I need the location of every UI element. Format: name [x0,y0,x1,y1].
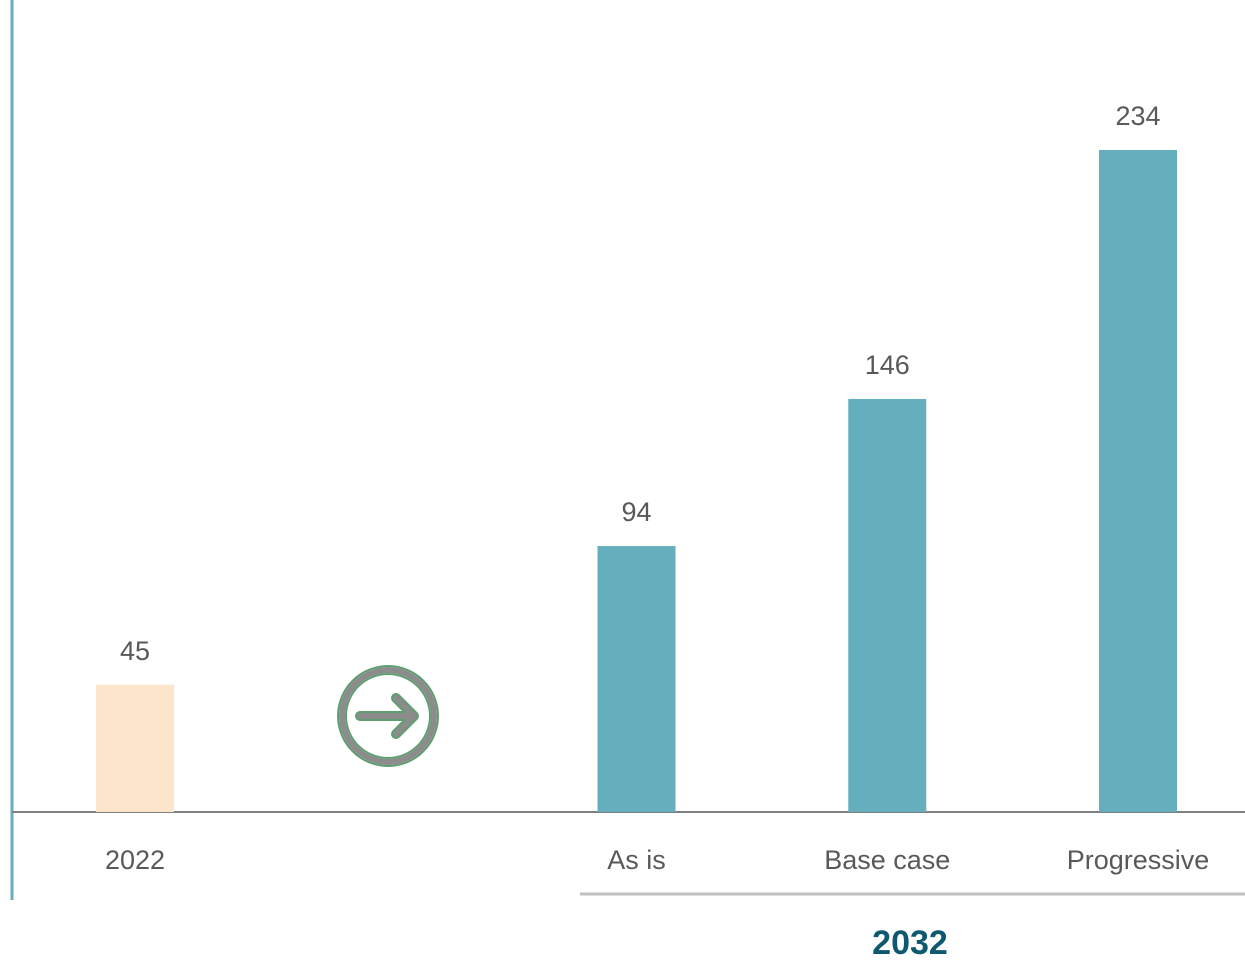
bar [597,546,676,812]
x-tick-label: Progressive [1067,845,1210,875]
value-label: 94 [621,497,651,527]
value-label: 234 [1115,101,1160,131]
bar [848,398,927,812]
arrow-icon [337,665,439,767]
x-tick-label: Base case [824,845,950,875]
value-label: 45 [120,636,150,666]
x-tick-label: As is [607,845,666,875]
group-label: 2032 [872,924,948,962]
bar [1099,150,1177,812]
x-tick-label: 2022 [105,845,165,875]
bar [96,684,174,812]
value-label: 146 [865,350,910,380]
